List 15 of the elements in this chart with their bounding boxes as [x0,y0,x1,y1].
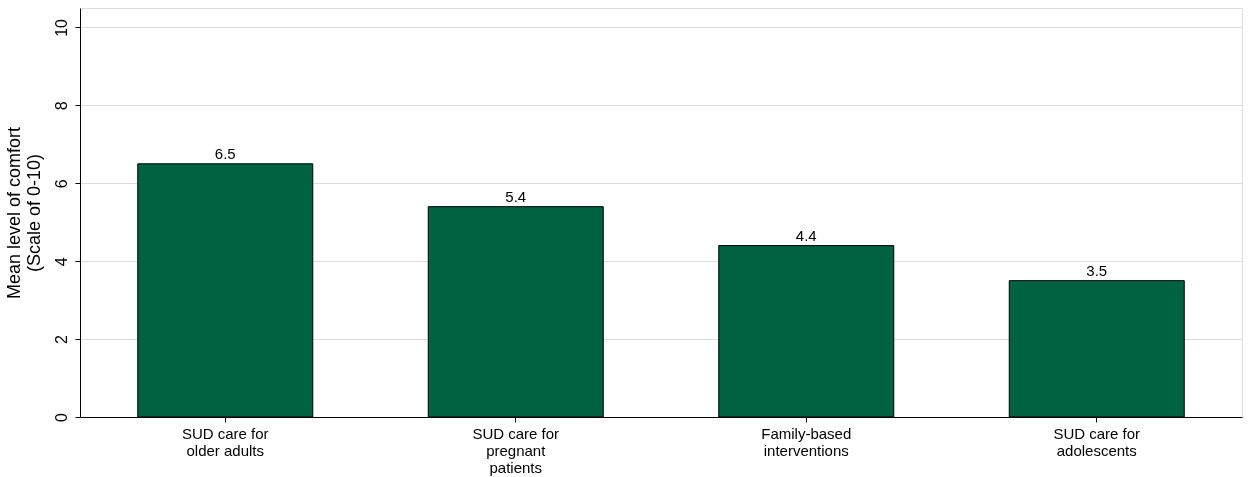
data-label: 3.5 [1086,261,1108,279]
y-tick-label: 10 [52,18,70,37]
y-tick-label: 0 [52,412,70,422]
y-tick-label: 2 [52,335,70,345]
x-tick-label: SUD care for older adults [181,424,269,459]
x-tick-label: SUD care for adolescents [1053,424,1141,459]
y-axis-title: Mean level of comfort (Scale of 0-10) [3,126,44,300]
y-tick-label: 6 [52,179,70,189]
x-tick-label: SUD care for pregnant patients [472,424,560,476]
data-label: 4.4 [795,226,817,244]
data-label: 6.5 [214,144,236,162]
y-tick-label: 4 [52,257,70,267]
y-tick-label: 8 [52,101,70,111]
data-label: 5.4 [505,187,527,205]
x-tick-label: Family-based interventions [761,424,852,459]
